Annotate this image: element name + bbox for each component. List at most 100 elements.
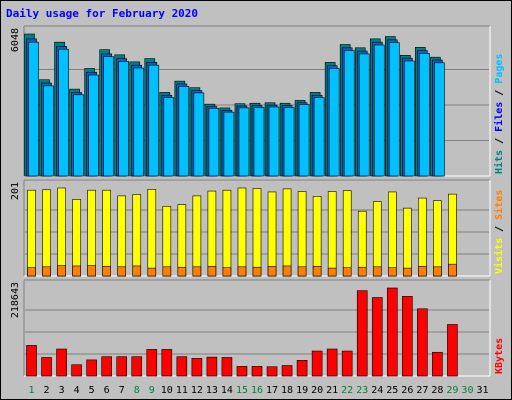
bar-pages-8 (133, 67, 145, 177)
bar-pages-20 (313, 97, 325, 177)
bar-kbytes-22 (341, 350, 353, 377)
x-label-20: 20 (311, 385, 323, 396)
bar-kbytes-19 (296, 360, 308, 377)
bar-pages-12 (193, 92, 205, 177)
bar-pages-15 (238, 107, 250, 177)
bar-sites-19 (297, 266, 307, 277)
bar-sites-14 (222, 267, 232, 277)
bar-kbytes-12 (191, 357, 203, 377)
panel-bottom-max-label: 218643 (10, 282, 21, 318)
x-label-6: 6 (104, 385, 110, 396)
bar-pages-16 (253, 107, 265, 177)
bar-visits-12 (192, 195, 202, 277)
bar-kbytes-28 (432, 351, 443, 377)
bar-pages-23 (358, 53, 370, 177)
x-label-14: 14 (221, 385, 233, 396)
bar-pages-9 (148, 64, 160, 177)
bar-visits-19 (297, 191, 307, 277)
bar-kbytes-8 (131, 356, 143, 377)
x-label-3: 3 (59, 385, 65, 396)
bar-kbytes-3 (56, 348, 67, 377)
x-label-21: 21 (326, 385, 338, 396)
bar-visits-18 (282, 188, 292, 277)
bar-visits-1 (27, 189, 36, 277)
x-label-5: 5 (89, 385, 95, 396)
x-label-19: 19 (296, 385, 308, 396)
bar-kbytes-21 (326, 348, 338, 377)
bar-sites-2 (42, 266, 51, 277)
bar-kbytes-25 (386, 287, 398, 377)
bar-kbytes-24 (371, 297, 383, 377)
bar-visits-26 (403, 207, 412, 277)
bar-sites-9 (147, 267, 157, 277)
bar-visits-29 (448, 193, 457, 277)
x-label-27: 27 (416, 385, 428, 396)
bar-sites-8 (132, 265, 142, 277)
bar-pages-10 (163, 97, 175, 177)
bar-pages-11 (178, 86, 190, 177)
bar-visits-3 (57, 187, 66, 277)
bar-sites-17 (267, 266, 277, 277)
bar-pages-17 (268, 106, 280, 177)
bar-visits-20 (312, 196, 322, 277)
bar-sites-4 (72, 265, 81, 277)
x-label-9: 9 (149, 385, 155, 396)
legend-entry: KBytes (494, 338, 505, 374)
x-label-17: 17 (266, 385, 278, 396)
bar-visits-27 (418, 197, 427, 277)
bar-kbytes-14 (221, 357, 233, 377)
bar-visits-2 (42, 189, 51, 277)
bar-visits-13 (207, 190, 217, 277)
panel-middle-legend: Visits / Sites (493, 190, 505, 274)
x-label-11: 11 (176, 385, 188, 396)
bar-sites-21 (327, 267, 337, 277)
bar-kbytes-6 (101, 356, 112, 377)
x-label-8: 8 (134, 385, 140, 396)
bar-kbytes-17 (266, 366, 278, 377)
bar-pages-27 (419, 53, 430, 177)
bar-pages-24 (373, 44, 385, 177)
legend-entry: Sites (493, 190, 505, 220)
bar-sites-22 (342, 267, 352, 277)
legend-entry: Visits (493, 238, 505, 274)
bar-sites-23 (357, 266, 367, 277)
bar-kbytes-20 (311, 350, 323, 377)
bar-sites-20 (312, 266, 322, 277)
bar-visits-17 (267, 191, 277, 277)
bar-pages-28 (434, 62, 445, 177)
bar-pages-6 (103, 56, 114, 177)
x-label-25: 25 (386, 385, 398, 396)
bar-sites-25 (387, 267, 397, 277)
bar-sites-10 (162, 266, 172, 277)
bar-kbytes-1 (26, 345, 37, 377)
bar-visits-15 (237, 187, 247, 277)
bar-visits-8 (132, 194, 142, 277)
bar-visits-11 (177, 204, 187, 277)
bar-kbytes-18 (281, 365, 293, 377)
bar-kbytes-15 (236, 366, 248, 377)
bar-visits-5 (87, 189, 96, 277)
bar-pages-18 (283, 107, 295, 177)
bar-pages-21 (328, 68, 340, 177)
bar-sites-16 (252, 266, 262, 277)
bar-sites-24 (372, 266, 382, 277)
legend-entry: Files (493, 102, 505, 132)
x-label-31: 31 (476, 385, 488, 396)
bar-kbytes-9 (146, 349, 158, 377)
panel-top-max-label: 6048 (10, 28, 21, 52)
bar-sites-6 (102, 266, 111, 277)
bar-sites-27 (418, 266, 427, 277)
x-label-30: 30 (461, 385, 473, 396)
bar-visits-7 (117, 195, 127, 277)
bar-kbytes-29 (447, 324, 458, 377)
bar-sites-12 (192, 266, 202, 277)
bar-kbytes-11 (176, 356, 188, 377)
bar-visits-16 (252, 188, 262, 277)
bar-sites-5 (87, 265, 96, 277)
bar-kbytes-26 (402, 296, 413, 377)
bar-sites-28 (433, 266, 442, 277)
bar-sites-11 (177, 266, 187, 277)
x-label-29: 29 (446, 385, 458, 396)
x-label-18: 18 (281, 385, 293, 396)
